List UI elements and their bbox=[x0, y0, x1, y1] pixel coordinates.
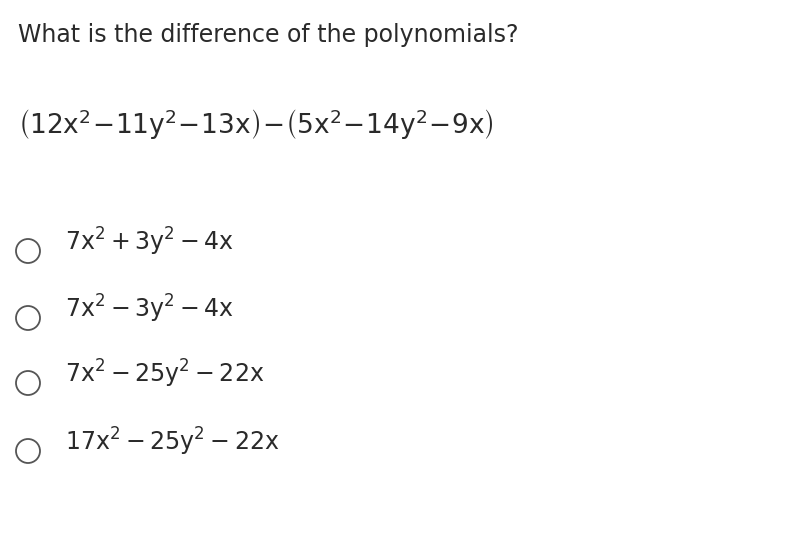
Text: $\mathsf{7x^2-3y^2-4x}$: $\mathsf{7x^2-3y^2-4x}$ bbox=[65, 293, 234, 325]
Text: $\mathsf{17x^2-25y^2-22x}$: $\mathsf{17x^2-25y^2-22x}$ bbox=[65, 426, 279, 458]
Text: $\mathsf{7x^2-25y^2-22x}$: $\mathsf{7x^2-25y^2-22x}$ bbox=[65, 358, 264, 390]
Text: $\mathsf{\left(12x^2\!-\!11y^2\!-\!13x\right)\!-\!\left(5x^2\!-\!14y^2\!-\!9x\ri: $\mathsf{\left(12x^2\!-\!11y^2\!-\!13x\r… bbox=[18, 108, 494, 143]
Text: $\mathsf{7x^2+3y^2-4x}$: $\mathsf{7x^2+3y^2-4x}$ bbox=[65, 226, 234, 258]
Text: What is the difference of the polynomials?: What is the difference of the polynomial… bbox=[18, 23, 519, 47]
